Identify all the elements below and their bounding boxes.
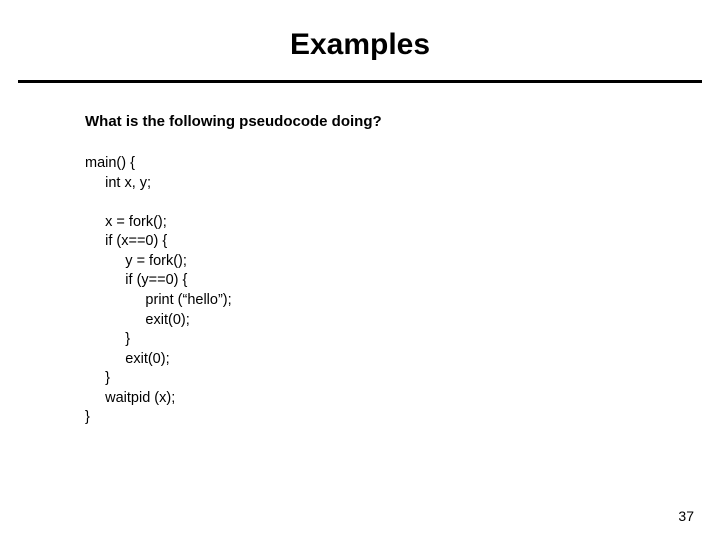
slide-title: Examples [0, 28, 720, 62]
question-text: What is the following pseudocode doing? [85, 113, 680, 130]
title-rule [18, 80, 702, 83]
page-number: 37 [678, 508, 694, 524]
slide: Examples What is the following pseudocod… [0, 0, 720, 540]
code-block: main() { int x, y; x = fork(); if (x==0)… [85, 154, 680, 428]
slide-content: What is the following pseudocode doing? … [0, 113, 720, 428]
